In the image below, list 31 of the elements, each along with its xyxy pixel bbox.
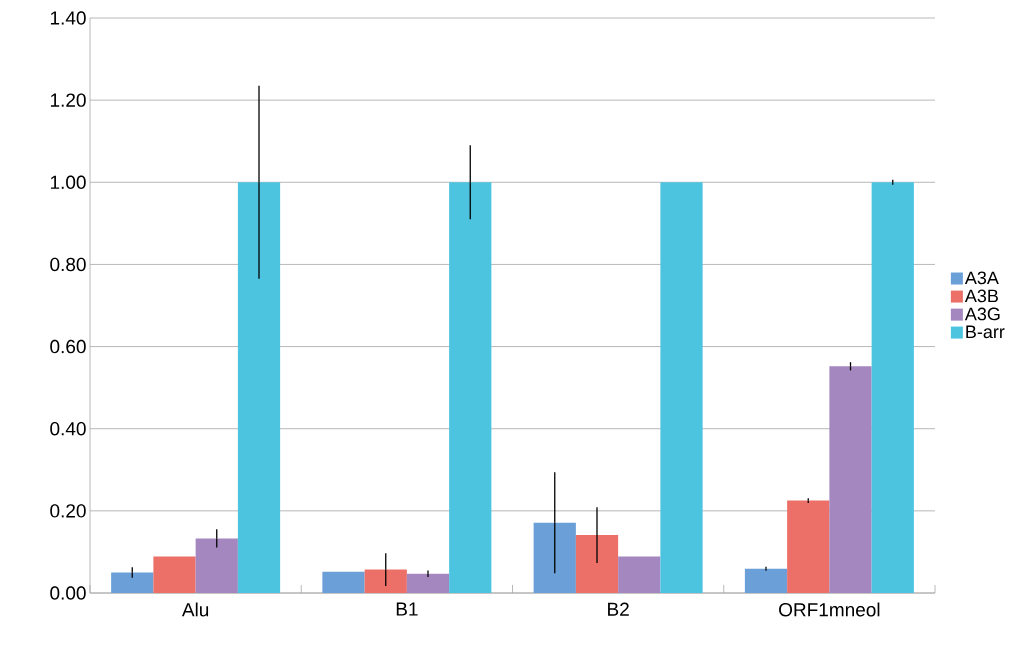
y-tick-label: 0.40 bbox=[50, 421, 86, 436]
bar bbox=[871, 182, 914, 593]
y-tick-label: 1.40 bbox=[50, 11, 86, 25]
x-tick-label: Alu bbox=[181, 602, 209, 617]
bar bbox=[829, 366, 872, 593]
bar bbox=[449, 182, 492, 593]
bar bbox=[111, 572, 154, 593]
bar bbox=[618, 556, 661, 593]
y-tick-label: 0.00 bbox=[50, 586, 86, 600]
legend-label: A3A bbox=[964, 271, 999, 285]
x-tick-label: B1 bbox=[396, 602, 418, 616]
legend-label: A3B bbox=[964, 289, 998, 303]
y-tick-label: 0.60 bbox=[50, 339, 86, 354]
y-tick-label: 1.20 bbox=[50, 93, 86, 107]
bar bbox=[364, 569, 407, 593]
y-tick-label: 1.00 bbox=[50, 175, 86, 190]
bar bbox=[406, 573, 450, 593]
bar bbox=[322, 571, 365, 593]
bar bbox=[744, 568, 788, 593]
x-tick-label: B2 bbox=[608, 602, 629, 616]
bar bbox=[575, 535, 619, 593]
y-tick-label: 0.20 bbox=[50, 504, 86, 518]
bar bbox=[660, 182, 703, 593]
x-tick-label: ORF1mneol bbox=[779, 602, 880, 617]
legend-label: A3G bbox=[964, 307, 1000, 321]
bar bbox=[237, 182, 281, 593]
bar bbox=[787, 500, 830, 593]
bar bbox=[195, 538, 238, 593]
bar bbox=[153, 556, 196, 593]
y-tick-label: 0.80 bbox=[50, 257, 86, 272]
legend-label: B-arr bbox=[966, 325, 1005, 339]
